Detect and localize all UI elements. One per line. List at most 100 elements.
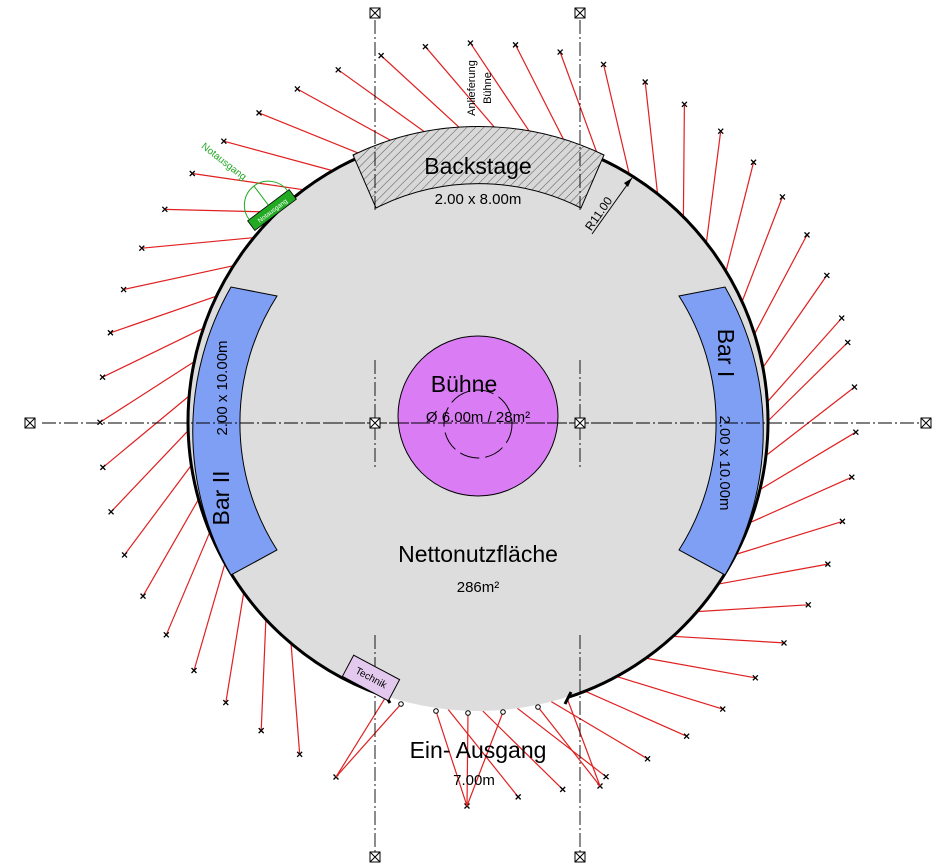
- guy-rope: [754, 234, 808, 335]
- entrance-title: Ein- Ausgang: [410, 737, 547, 763]
- guy-rope: [584, 690, 687, 737]
- backstage-title: Backstage: [424, 153, 531, 179]
- axis-marker-cross: [369, 417, 381, 429]
- rope-anchor: [121, 551, 128, 558]
- rope-anchor: [838, 315, 845, 322]
- delivery-label: Anlieferung Bühne: [466, 60, 494, 116]
- radius-dimension: [591, 177, 633, 235]
- guy-rope: [110, 295, 217, 334]
- rope-anchor: [848, 474, 855, 481]
- rope-anchor: [781, 639, 787, 646]
- guy-rope: [696, 604, 809, 613]
- guy-rope: [762, 275, 828, 368]
- guy-rope: [725, 162, 755, 271]
- rope-anchor: [683, 733, 690, 740]
- guy-rope: [765, 386, 855, 457]
- rope-anchor: [823, 272, 830, 279]
- rope-anchor: [140, 593, 146, 600]
- rope-anchor: [557, 49, 564, 55]
- stage-size: Ø 6.00m / 28m²: [426, 409, 530, 426]
- rope-anchor: [559, 786, 566, 793]
- guy-rope: [447, 709, 519, 798]
- stage-circle: [397, 335, 559, 497]
- rope-anchor: [107, 329, 114, 336]
- rope-anchor: [97, 419, 103, 426]
- backstage-area: [352, 126, 605, 209]
- rope-anchor: [681, 101, 688, 108]
- rope-anchor: [378, 52, 385, 59]
- guy-rope: [735, 520, 843, 556]
- guy-rope: [380, 55, 465, 132]
- rope-anchor: [108, 508, 115, 515]
- rope-anchor: [844, 339, 851, 346]
- axis-marker-cross: [369, 7, 381, 19]
- guy-rope: [142, 498, 200, 597]
- entrance-posts: [398, 701, 541, 716]
- entrance-guy-ropes: [335, 694, 601, 807]
- guy-rope: [192, 172, 304, 191]
- rope-anchor: [222, 699, 229, 706]
- axis-lines: [42, 20, 924, 852]
- guy-rope: [225, 592, 245, 703]
- bar-1-size: 2.00 x 10.00m: [716, 415, 733, 510]
- rope-anchor: [422, 43, 429, 50]
- rope-anchor: [256, 109, 262, 116]
- rope-anchor: [851, 384, 858, 391]
- rope-anchor: [852, 429, 859, 436]
- guy-rope: [102, 395, 190, 468]
- stage-center-marker: [443, 389, 513, 459]
- axis-markers: [24, 7, 932, 863]
- guy-rope: [705, 131, 722, 243]
- rope-anchor: [335, 66, 342, 73]
- rope-anchor: [189, 170, 196, 177]
- rope-anchor: [839, 518, 846, 525]
- rope-anchor: [138, 245, 145, 252]
- guy-rope: [766, 317, 843, 403]
- rope-anchor: [644, 755, 651, 762]
- stage-title: Bühne: [431, 371, 498, 397]
- guy-rope: [682, 104, 686, 217]
- guy-rope: [550, 701, 648, 760]
- entrance-post-right: [563, 691, 573, 705]
- rope-anchor: [515, 793, 522, 800]
- net-area-value: 286m²: [457, 579, 500, 596]
- technik-box: Technik: [341, 654, 401, 702]
- guy-rope: [165, 531, 211, 636]
- guy-rope: [482, 710, 564, 790]
- rope-anchor: [512, 41, 519, 48]
- rope-anchor: [99, 464, 106, 471]
- guy-rope: [337, 69, 430, 136]
- guy-rope: [672, 635, 785, 644]
- guy-rope: [603, 64, 630, 174]
- rope-anchor: [161, 206, 168, 213]
- backstage-size: 2.00 x 8.00m: [435, 191, 522, 208]
- entrance-width: 7.00m: [453, 772, 495, 789]
- guy-rope: [260, 618, 267, 731]
- guy-rope: [517, 707, 607, 778]
- rope-anchor: [163, 631, 170, 638]
- guy-rope: [141, 237, 254, 249]
- rope-anchor: [600, 61, 607, 68]
- rope-anchor: [804, 231, 810, 238]
- guy-rope: [297, 88, 396, 144]
- rope-anchor: [805, 601, 812, 608]
- guy-rope: [193, 562, 226, 671]
- rope-anchor: [294, 86, 301, 92]
- delivery-label-line1: Anlieferung: [466, 60, 478, 116]
- rope-anchor: [717, 128, 724, 135]
- guy-rope: [124, 464, 192, 556]
- rope-anchor: [719, 706, 726, 713]
- guy-rope: [424, 46, 499, 133]
- guy-rope: [223, 140, 333, 172]
- guy-rope: [102, 327, 204, 378]
- guy-rope: [615, 675, 723, 710]
- rope-anchor: [467, 40, 474, 47]
- axis-marker-cross: [24, 417, 36, 429]
- bar-2-size: 2.00 x 10.00m: [214, 340, 231, 435]
- guy-ropes: [97, 40, 859, 809]
- rope-anchor: [258, 727, 265, 734]
- rope-anchor: [752, 674, 759, 681]
- bar-1-area: [678, 286, 764, 576]
- axis-marker-cross: [369, 851, 381, 863]
